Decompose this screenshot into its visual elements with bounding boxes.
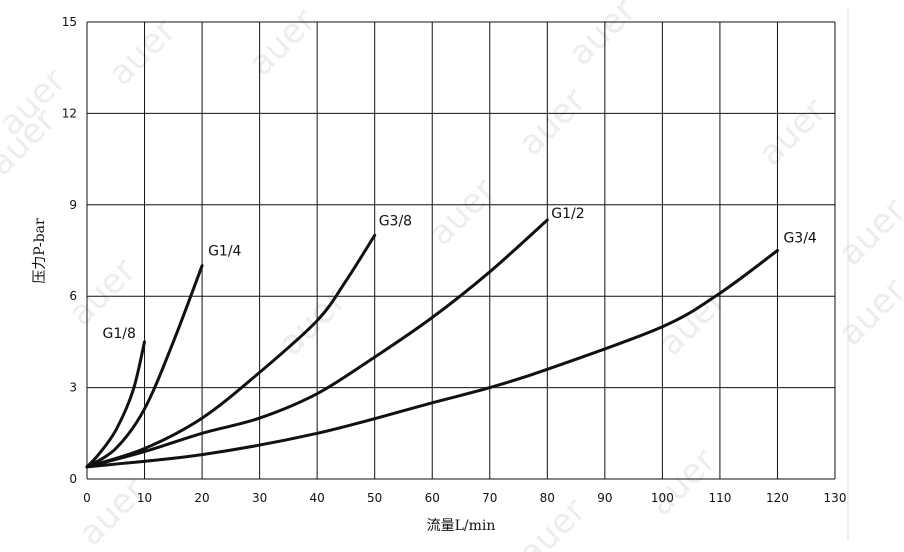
watermark-text: auer: [751, 91, 834, 174]
x-axis-title: 流量L/min: [427, 518, 496, 534]
y-tick-label: 15: [62, 15, 77, 29]
y-tick-label: 0: [69, 472, 77, 486]
series-labels: G1/8 G1/4 G3/8 G1/2 G3/4: [103, 206, 817, 342]
series-line-g1-4: [85, 264, 204, 469]
watermark-text: auer: [101, 11, 184, 94]
grid: [86, 21, 836, 480]
watermark-text: auer: [831, 271, 904, 354]
series-label: G1/8: [103, 326, 136, 342]
x-tick-label: 120: [766, 491, 789, 505]
series-label: G3/4: [783, 231, 816, 247]
series-line-g1-8: [85, 340, 146, 469]
x-tick-label: 110: [708, 491, 731, 505]
x-tick-label: 60: [425, 491, 440, 505]
x-axis-ticks: 0 10 20 30 40 50 60 70 80 90 100 110 120 130: [83, 491, 846, 505]
y-axis-ticks: 0 3 6 9 12 15: [62, 15, 77, 486]
y-axis-title: 压力P-bar: [32, 218, 48, 284]
watermark-text: auer: [421, 171, 504, 254]
watermark-text: auer: [831, 191, 904, 274]
x-tick-label: 0: [83, 491, 91, 505]
series-curves: [85, 218, 779, 469]
x-tick-label: 40: [310, 491, 325, 505]
series-line-g1-2: [85, 218, 549, 469]
series-line-g3-8: [85, 233, 377, 469]
series-line-g3-4: [85, 249, 779, 469]
watermark-text: auer: [71, 471, 154, 552]
x-tick-label: 100: [651, 491, 674, 505]
series-label: G1/4: [208, 244, 241, 260]
x-tick-label: 50: [367, 491, 382, 505]
x-tick-label: 70: [482, 491, 497, 505]
y-tick-label: 6: [69, 289, 77, 303]
x-tick-label: 20: [194, 491, 209, 505]
y-tick-label: 9: [69, 198, 77, 212]
y-tick-label: 3: [69, 381, 77, 395]
watermark-text: auer: [561, 0, 644, 74]
series-label: G3/8: [379, 213, 412, 229]
series-label: G1/2: [551, 206, 584, 222]
x-tick-label: 30: [252, 491, 267, 505]
watermark-text: auer: [511, 81, 594, 164]
x-tick-label: 80: [540, 491, 555, 505]
x-tick-label: 130: [824, 491, 847, 505]
watermark-text: auer: [641, 441, 724, 524]
y-tick-label: 12: [62, 106, 77, 120]
watermark-text: auer: [241, 1, 324, 84]
x-tick-label: 90: [597, 491, 612, 505]
x-tick-label: 10: [137, 491, 152, 505]
